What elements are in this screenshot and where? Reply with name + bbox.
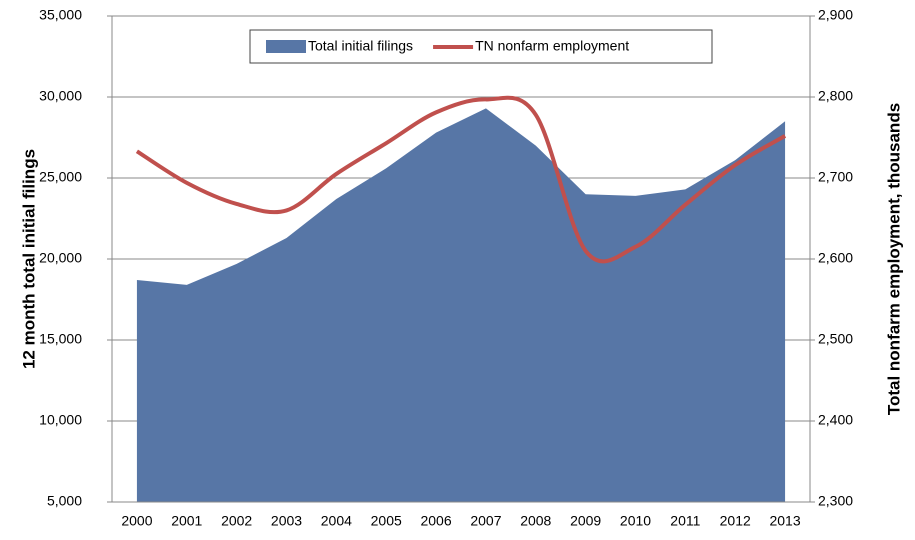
y-tick-label: 25,000 — [39, 169, 82, 185]
x-tick-label: 2011 — [670, 513, 700, 529]
y-tick-label: 20,000 — [39, 250, 82, 266]
y2-tick-label: 2,700 — [818, 169, 853, 185]
x-tick-label: 2005 — [371, 513, 402, 529]
x-tick-label: 2000 — [121, 513, 152, 529]
x-tick-label: 2009 — [570, 513, 601, 529]
x-tick-label: 2006 — [420, 513, 451, 529]
area — [136, 108, 786, 502]
y-tick-label: 35,000 — [39, 7, 82, 23]
x-tick-label: 2001 — [171, 513, 202, 529]
y2-tick-label: 2,400 — [818, 412, 853, 428]
x-tick-label: 2008 — [520, 513, 551, 529]
x-tick-label: 2003 — [271, 513, 302, 529]
y-tick-label: 5,000 — [47, 493, 82, 509]
line — [135, 95, 787, 264]
y-tick-label: 15,000 — [39, 331, 82, 347]
y2-tick-label: 2,600 — [818, 250, 853, 266]
y2-tick-label: 2,900 — [818, 7, 853, 23]
legend-swatch — [266, 40, 306, 53]
y2-tick-label: 2,500 — [818, 331, 853, 347]
y2-tick-label: 2,300 — [818, 493, 853, 509]
y-tick-label: 30,000 — [39, 88, 82, 104]
x-tick-label: 2007 — [470, 513, 501, 529]
x-tick-label: 2013 — [769, 513, 800, 529]
x-tick-label: 2010 — [620, 513, 651, 529]
legend-label: Total initial filings — [308, 38, 413, 54]
legend-label: TN nonfarm employment — [475, 38, 629, 54]
y-tick-label: 10,000 — [39, 412, 82, 428]
y2-tick-label: 2,800 — [818, 88, 853, 104]
x-tick-label: 2012 — [720, 513, 751, 529]
x-tick-label: 2002 — [221, 513, 252, 529]
y2-axis-title: Total nonfarm employment, thousands — [884, 103, 903, 415]
x-tick-label: 2004 — [321, 513, 352, 529]
y-axis-title: 12 month total initial filings — [19, 149, 38, 369]
legend-box — [249, 29, 713, 64]
